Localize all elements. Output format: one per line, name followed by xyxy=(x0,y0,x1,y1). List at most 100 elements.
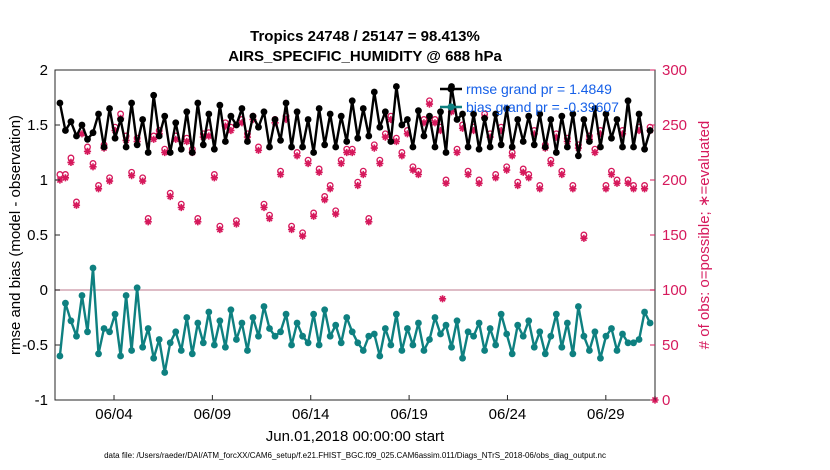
rmse-point xyxy=(205,110,213,118)
obs-evaluated-marker xyxy=(111,126,119,135)
obs-evaluated-marker xyxy=(514,181,522,190)
data-file-footer: data file: /Users/raeder/DAI/ATM_forcXX/… xyxy=(104,451,606,460)
bias-point xyxy=(398,347,406,354)
bias-point xyxy=(293,319,301,327)
rmse-point xyxy=(221,138,229,145)
bias-point xyxy=(459,354,466,362)
bias-point xyxy=(199,339,207,347)
rmse-point xyxy=(139,116,147,123)
obs-evaluated-marker xyxy=(348,148,356,157)
rmse-point xyxy=(624,97,632,105)
bias-point xyxy=(448,343,455,351)
bias-point xyxy=(144,325,152,332)
rmse-point xyxy=(326,110,334,118)
rmse-point xyxy=(552,149,560,156)
obs-evaluated-marker xyxy=(205,132,213,140)
obs-evaluated-marker xyxy=(431,119,439,127)
rmse-point xyxy=(470,110,477,118)
obs-evaluated-marker xyxy=(89,163,97,171)
bias-point xyxy=(111,310,119,318)
rmse-point xyxy=(420,132,428,140)
bias-point xyxy=(503,330,511,338)
rmse-point xyxy=(78,121,86,129)
y-right-tick-label: 300 xyxy=(662,62,687,79)
rmse-point xyxy=(95,110,102,118)
rmse-point xyxy=(387,138,395,145)
bias-point xyxy=(326,332,334,340)
bias-point xyxy=(343,314,351,321)
bias-point xyxy=(62,299,69,307)
bias-point xyxy=(426,336,433,343)
obs-evaluated-marker xyxy=(150,135,158,143)
rmse-point xyxy=(277,137,284,144)
bias-point xyxy=(630,339,637,347)
obs-evaluated-marker xyxy=(552,133,560,141)
y-axis-label: rmse and bias (model - observation) xyxy=(7,115,24,355)
obs-evaluated-marker xyxy=(359,170,367,179)
rmse-point xyxy=(415,107,422,115)
obs-evaluated-marker xyxy=(166,192,174,201)
x-tick-label: 06/24 xyxy=(489,406,527,423)
obs-evaluated-marker xyxy=(635,126,643,135)
rmse-point xyxy=(266,143,273,151)
obs-evaluated-marker xyxy=(321,196,329,204)
obs-evaluated-marker xyxy=(370,144,378,152)
obs-evaluated-marker xyxy=(624,179,632,187)
rmse-point xyxy=(133,141,141,149)
bias-point xyxy=(67,317,75,325)
rmse-point xyxy=(586,138,593,145)
obs-evaluated-marker xyxy=(547,159,555,168)
x-tick-label: 06/04 xyxy=(95,406,133,423)
bias-point xyxy=(558,343,566,351)
obs-evaluated-marker xyxy=(398,152,406,160)
bias-point xyxy=(73,332,80,340)
bias-point xyxy=(552,310,560,318)
obs-evaluated-marker xyxy=(172,135,180,143)
obs-evaluated-marker xyxy=(287,225,296,234)
bias-point xyxy=(420,347,428,354)
rmse-point xyxy=(530,141,538,149)
rmse-point xyxy=(426,112,433,120)
bias-point xyxy=(282,310,290,318)
bias-point xyxy=(409,341,417,349)
bias-point xyxy=(221,343,229,351)
obs-evaluated-marker xyxy=(569,185,577,193)
bias-point xyxy=(106,328,113,336)
bias-point xyxy=(277,328,284,336)
rmse-point xyxy=(541,143,549,151)
obs-evaluated-marker xyxy=(94,185,103,193)
rmse-point xyxy=(84,135,91,143)
bias-point xyxy=(321,306,329,314)
rmse-point xyxy=(144,149,152,156)
rmse-point xyxy=(122,143,130,151)
obs-evaluated-marker xyxy=(310,212,318,220)
bias-point xyxy=(586,347,593,354)
obs-evaluated-marker xyxy=(183,137,191,146)
obs-evaluated-marker xyxy=(618,130,627,138)
obs-evaluated-marker xyxy=(438,295,447,303)
obs-evaluated-marker xyxy=(326,185,334,193)
bias-point xyxy=(392,310,400,318)
obs-evaluated-marker xyxy=(403,130,411,138)
rmse-point xyxy=(150,91,158,99)
obs-evaluated-marker xyxy=(629,185,638,193)
obs-evaluated-marker xyxy=(282,115,290,124)
obs-evaluated-marker xyxy=(332,210,340,218)
obs-evaluated-marker xyxy=(602,185,610,193)
bias-point xyxy=(403,325,411,332)
rmse-point xyxy=(646,127,654,134)
rmse-point xyxy=(365,132,373,140)
obs-evaluated-marker xyxy=(508,152,516,160)
obs-evaluated-marker xyxy=(580,234,588,242)
rmse-point xyxy=(304,116,312,123)
rmse-point xyxy=(73,132,80,140)
rmse-point xyxy=(62,127,69,134)
obs-evaluated-marker xyxy=(525,174,533,182)
obs-evaluated-marker xyxy=(613,179,621,187)
bias-point xyxy=(437,330,444,338)
bias-point xyxy=(481,347,489,354)
bias-point xyxy=(359,347,367,354)
rmse-point xyxy=(354,134,362,142)
y-tick-label: -1 xyxy=(35,392,48,409)
y-tick-label: -0.5 xyxy=(22,337,48,354)
